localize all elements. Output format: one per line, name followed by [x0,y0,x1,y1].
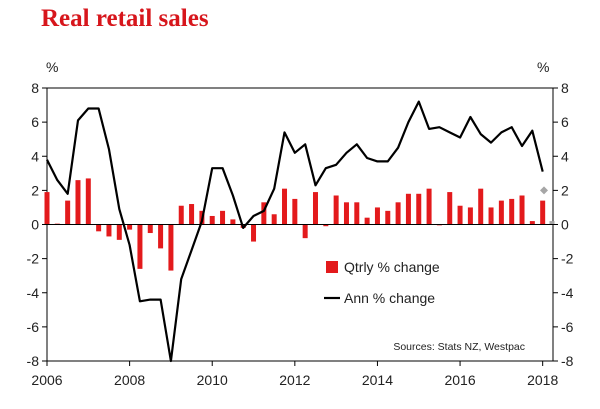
annual-line-layer [46,100,548,363]
qtrly-bar [127,224,133,230]
qtrly-bar [106,224,112,237]
forecast-marker [540,186,548,195]
left-tick-label: -4 [27,285,40,301]
qtrly-bar [374,207,380,225]
left-tick-label: -2 [27,251,40,267]
qtrly-bar [478,188,484,225]
qtrly-bar [220,210,226,225]
qtrly-bar [178,205,184,225]
legend-label-qtrly: Qtrly % change [344,259,440,275]
quarterly-bars [44,178,555,271]
qtrly-bar [385,210,391,225]
left-axis-unit: % [46,59,59,75]
qtrly-bar [292,198,298,225]
qtrly-bar [333,195,339,225]
x-tick-label: 2016 [444,372,475,388]
right-axis-unit: % [537,59,550,75]
qtrly-bar [168,224,174,271]
qtrly-bar [302,224,308,239]
qtrly-bar [426,188,432,225]
qtrly-bar [395,202,401,225]
right-tick-label: -6 [561,319,574,335]
left-tick-label: 6 [31,114,39,130]
right-tick-label: -8 [561,353,574,369]
left-tick-label: -8 [27,353,40,369]
qtrly-bar [529,221,535,225]
right-tick-label: 4 [561,148,569,164]
right-tick-label: -2 [561,251,574,267]
right-tick-label: -4 [561,285,574,301]
qtrly-bar [416,193,422,225]
legend: Qtrly % change Ann % change [324,259,440,306]
source-note: Sources: Stats NZ, Westpac [393,341,525,353]
qtrly-bar [467,207,473,225]
left-tick-label: 0 [31,217,39,233]
left-tick-label: -6 [27,319,40,335]
qtrly-bar [488,207,494,225]
qtrly-bar [282,188,288,225]
qtrly-bar [323,224,329,227]
x-tick-label: 2018 [527,372,558,388]
x-tick-label: 2014 [362,372,393,388]
qtrly-bar [85,178,91,225]
qtrly-bar [364,217,370,225]
x-tick-label: 2010 [197,372,228,388]
qtrly-bar [65,200,71,225]
left-tick-label: 4 [31,148,39,164]
qtrly-bar [147,224,153,234]
x-tick-label: 2006 [31,372,62,388]
qtrly-bar [44,192,50,225]
qtrly-bar [457,205,463,225]
qtrly-bar [209,215,215,225]
qtrly-bar [447,192,453,225]
legend-bar-swatch [326,261,338,273]
qtrly-bar [343,202,349,225]
qtrly-bar [137,224,143,269]
qtrly-bar [116,224,122,240]
qtrly-bar [75,180,81,225]
qtrly-bar [519,195,525,225]
ann-change-line [46,100,544,363]
forecast-bar [549,221,555,225]
right-tick-label: 8 [561,80,569,96]
chart-title: Real retail sales [41,5,209,32]
qtrly-bar [405,193,411,225]
qtrly-bar [312,192,318,225]
x-tick-label: 2008 [114,372,145,388]
qtrly-bar [540,200,546,225]
qtrly-bar [261,202,267,225]
qtrly-bar [251,224,257,242]
left-tick-label: 2 [31,182,39,198]
legend-label-ann: Ann % change [344,290,435,306]
qtrly-bar [498,200,504,225]
qtrly-bar [158,224,164,249]
right-tick-label: 2 [561,182,569,198]
left-tick-label: 8 [31,80,39,96]
qtrly-bar [230,219,236,225]
right-tick-label: 6 [561,114,569,130]
qtrly-bar [271,214,277,225]
x-tick-label: 2012 [279,372,310,388]
qtrly-bar [509,198,515,225]
right-tick-label: 0 [561,217,569,233]
qtrly-bar [354,202,360,225]
qtrly-bar [189,204,195,225]
axes: 8 8 6 6 4 4 2 2 0 0 -2 -2 -4 -4 -6 -6 -8 -8 2006 2008 2010 20… [27,80,574,388]
qtrly-bar [96,224,102,232]
